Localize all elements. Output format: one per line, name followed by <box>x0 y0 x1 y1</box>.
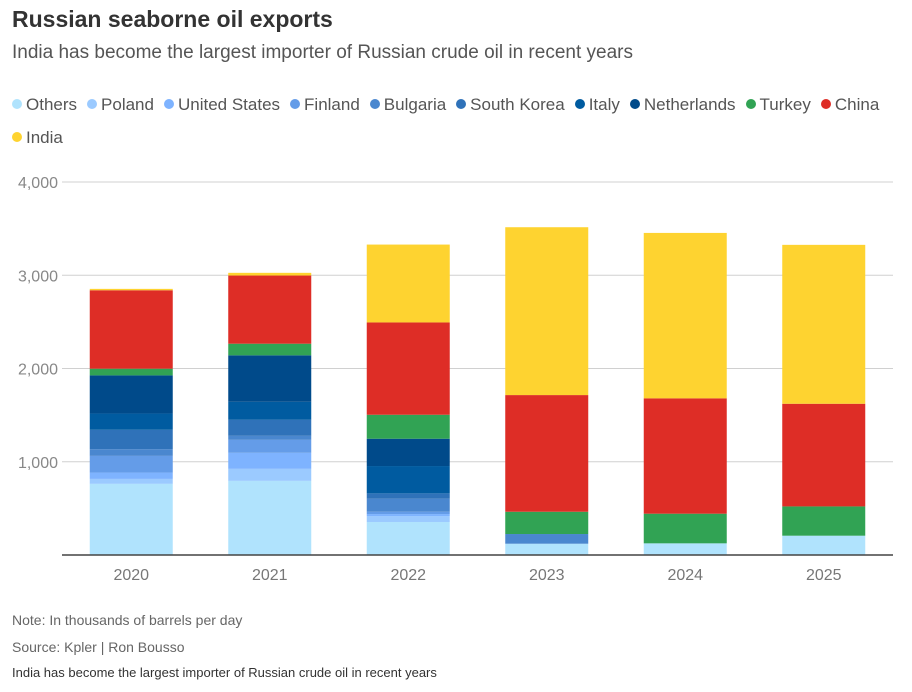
legend-swatch <box>820 99 831 109</box>
legend: Others Poland United States Finland Bulgaria… <box>12 88 902 154</box>
legend-item: Italy <box>574 88 620 121</box>
bar-segment-south-korea <box>366 493 450 499</box>
bar-segment-others <box>643 543 727 555</box>
chart-subtitle: India has become the largest importer of… <box>12 42 633 63</box>
footnote: Note: In thousands of barrels per day <box>12 612 243 628</box>
bar-segment-india <box>366 244 450 323</box>
bar-segment-china <box>89 290 173 369</box>
legend-label: Poland <box>101 95 154 114</box>
bar-segment-poland <box>89 478 173 484</box>
bar-segment-turkey <box>228 343 312 356</box>
bar-segment-finland <box>366 511 450 515</box>
legend-item: Bulgaria <box>369 88 447 121</box>
bar-segment-south-korea <box>89 429 173 450</box>
y-tick-label: 3,000 <box>18 268 58 285</box>
legend-label: Italy <box>588 95 620 114</box>
legend-swatch <box>87 99 98 109</box>
bar-segment-turkey <box>505 511 589 535</box>
bar-segment-india <box>228 272 312 276</box>
bar-segment-finland <box>228 439 312 453</box>
legend-label: Bulgaria <box>383 95 447 114</box>
bar-segment-poland <box>228 468 312 481</box>
bar-segment-china <box>782 403 866 507</box>
legend-item: China <box>820 88 880 121</box>
bar-segment-netherlands <box>366 438 450 467</box>
bar-segment-netherlands <box>89 375 173 414</box>
legend-item: India <box>12 121 63 154</box>
bar-segment-italy <box>366 466 450 494</box>
source: Source: Kpler | Ron Bousso <box>12 639 185 655</box>
bar-segment-others <box>366 521 450 555</box>
legend-swatch <box>163 99 174 109</box>
legend-label: China <box>834 95 880 114</box>
legend-swatch <box>12 132 22 142</box>
y-tick-label: 1,000 <box>18 455 58 472</box>
x-tick-label: 2021 <box>252 567 288 584</box>
bar-segment-south-korea <box>228 419 312 436</box>
x-tick-label: 2023 <box>529 567 565 584</box>
bar-segment-india <box>782 244 866 404</box>
x-tick-label: 2024 <box>667 567 703 584</box>
bar-segment-italy <box>228 401 312 420</box>
bar-segment-united-states <box>228 452 312 469</box>
caption: India has become the largest importer of… <box>12 665 437 680</box>
bar-segment-poland <box>366 516 450 522</box>
bar-segment-united-states <box>89 472 173 479</box>
bar-segment-china <box>643 398 727 514</box>
x-tick-label: 2020 <box>113 567 149 584</box>
bar-segment-turkey <box>366 414 450 439</box>
legend-label: United States <box>177 95 281 114</box>
legend-swatch <box>369 99 380 109</box>
legend-swatch <box>745 99 756 109</box>
bar-segment-turkey <box>89 368 173 376</box>
bar-segment-bulgaria <box>89 449 173 456</box>
legend-label: Netherlands <box>643 95 736 114</box>
legend-item: Netherlands <box>629 88 736 121</box>
bar-segment-bulgaria <box>505 534 589 544</box>
bar-segment-others <box>228 480 312 555</box>
bar-segment-finland <box>89 455 173 473</box>
bar-segment-china <box>228 275 312 344</box>
bar-segment-bulgaria <box>228 435 312 440</box>
legend-swatch <box>574 99 585 109</box>
bar-segment-italy <box>89 413 173 430</box>
x-tick-label: 2025 <box>806 567 842 584</box>
bar-segment-others <box>505 543 589 555</box>
y-tick-label: 2,000 <box>18 362 58 379</box>
bar-segment-bulgaria <box>366 498 450 512</box>
y-tick-label: 4,000 <box>18 175 58 192</box>
bar-segment-india <box>89 288 173 291</box>
bar-segment-china <box>366 322 450 415</box>
legend-item: South Korea <box>456 88 565 121</box>
legend-item: Poland <box>87 88 154 121</box>
legend-item: Finland <box>290 88 360 121</box>
legend-item: Turkey <box>745 88 811 121</box>
chart-title: Russian seaborne oil exports <box>12 6 333 32</box>
legend-label: Turkey <box>759 95 811 114</box>
bar-segment-india <box>643 232 727 399</box>
x-tick-label: 2022 <box>390 567 426 584</box>
bar-segment-netherlands <box>228 355 312 402</box>
bar-segment-india <box>505 227 589 396</box>
legend-item: Others <box>12 88 77 121</box>
legend-item: United States <box>163 88 281 121</box>
legend-swatch <box>290 99 301 109</box>
legend-label: India <box>26 128 63 147</box>
legend-swatch <box>456 99 467 109</box>
legend-label: South Korea <box>470 95 565 114</box>
bar-segment-turkey <box>782 506 866 536</box>
bar-segment-others <box>782 535 866 555</box>
legend-label: Others <box>26 95 78 114</box>
legend-swatch <box>629 99 640 109</box>
bar-segment-others <box>89 483 173 555</box>
bar-segment-turkey <box>643 513 727 544</box>
legend-swatch <box>12 99 22 109</box>
bar-segment-china <box>505 395 589 512</box>
bar-segment-united-states <box>366 514 450 517</box>
legend-label: Finland <box>304 95 360 114</box>
